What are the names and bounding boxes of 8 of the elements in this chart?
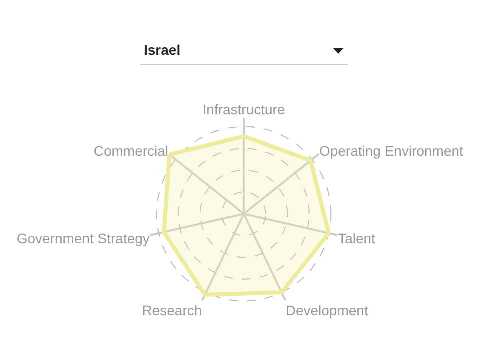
- spoke-label: Talent: [338, 230, 376, 246]
- chart-title: Israel: [144, 42, 181, 58]
- spoke-label: Commercial: [94, 142, 169, 159]
- spoke-label: Operating Environment: [319, 142, 464, 159]
- spoke-label: Government Strategy: [16, 230, 150, 246]
- spoke-label: Development: [286, 302, 368, 319]
- spoke-label: Research: [142, 302, 202, 319]
- spoke-label: Infrastructure: [202, 102, 286, 118]
